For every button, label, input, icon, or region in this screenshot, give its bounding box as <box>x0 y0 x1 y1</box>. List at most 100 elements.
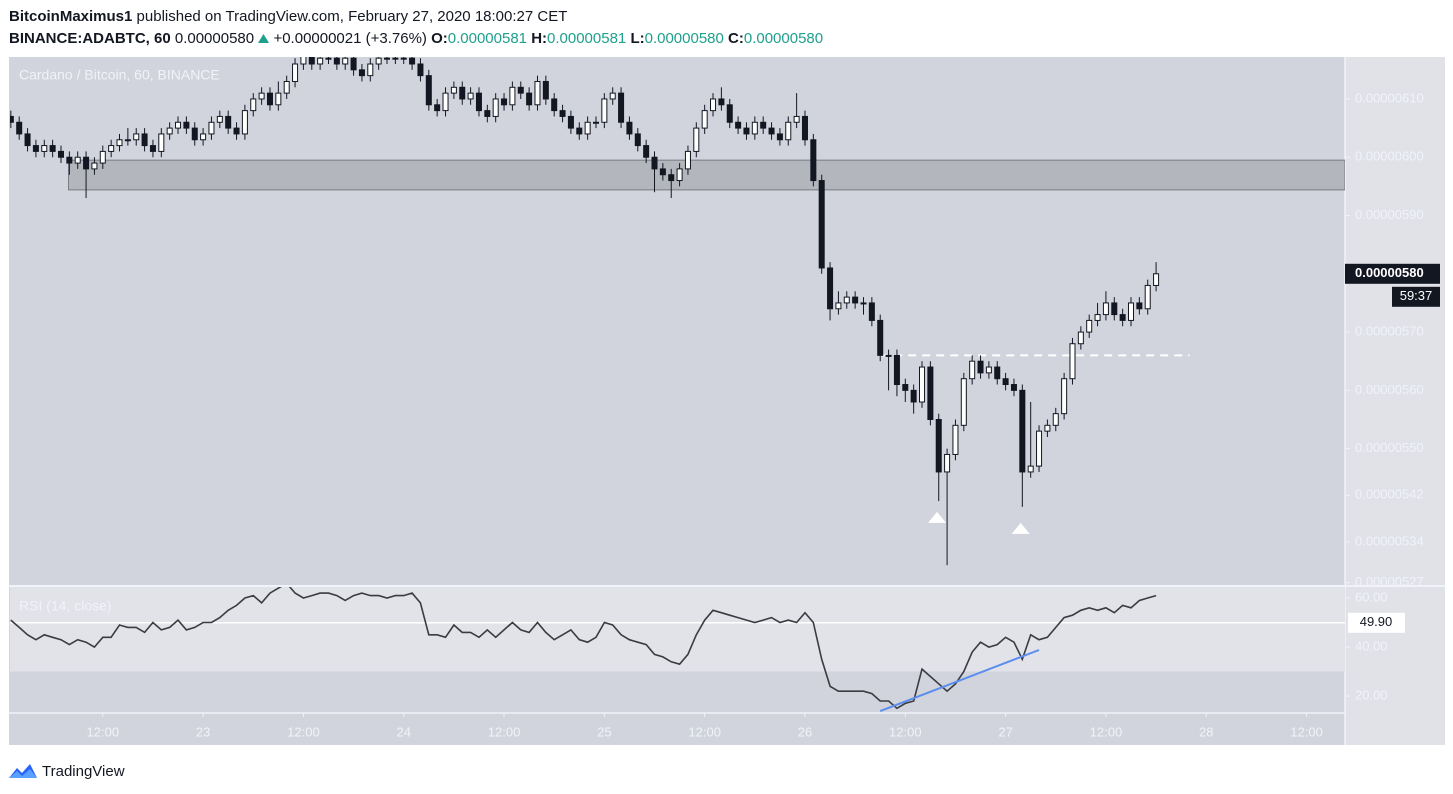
price-pane <box>9 57 1345 585</box>
l-label: L: <box>630 30 645 47</box>
candle-body <box>459 86 466 100</box>
time-axis-bg <box>9 713 1345 745</box>
x-tick-label: 12:00 <box>488 724 521 739</box>
candle-body <box>668 174 675 182</box>
candle-body <box>300 57 307 65</box>
x-tick-label: 12:00 <box>87 724 120 739</box>
candle-body <box>1086 319 1093 333</box>
candle-body <box>434 104 441 112</box>
o-label: O: <box>431 30 448 47</box>
candle-body <box>158 133 165 152</box>
candle-body <box>308 57 315 65</box>
candle-body <box>16 121 23 135</box>
candle-body <box>584 121 591 135</box>
candle-body <box>333 57 340 65</box>
candle-body <box>241 110 248 135</box>
y-tick-label: 0.00000527 <box>1355 574 1424 589</box>
candle-body <box>99 150 106 164</box>
candle-body <box>10 115 14 123</box>
candle-body <box>175 121 182 129</box>
ref-label: 49.90 <box>1360 614 1393 629</box>
marker <box>1011 522 1030 534</box>
x-tick-label: 12:00 <box>889 724 922 739</box>
candle-body <box>41 145 48 152</box>
candle-body <box>108 145 115 152</box>
published: published on TradingView.com, February 2… <box>136 8 568 25</box>
candle-body <box>735 121 742 129</box>
h: 0.00000581 <box>547 30 627 47</box>
x-tick-label: 24 <box>396 724 410 739</box>
candle-body <box>768 127 775 135</box>
candle-body <box>350 57 357 71</box>
candle-body <box>751 121 758 135</box>
chart: 0.00000610 0.00000600 0.00000590 0.00000570… <box>9 57 1445 745</box>
candle-body <box>200 133 207 141</box>
rsi-band <box>10 587 1345 672</box>
candle-body <box>216 115 223 123</box>
logo <box>9 764 37 778</box>
y-tick-label: 0.00000560 <box>1355 382 1424 397</box>
candle-body <box>693 127 700 152</box>
candle-body <box>843 296 850 304</box>
y-tick-label: 20.00 <box>1355 688 1388 703</box>
candle-body <box>910 389 917 403</box>
candle-body <box>885 354 892 357</box>
candle-body <box>977 360 984 374</box>
candle-body <box>149 145 156 152</box>
candle-body <box>124 139 131 142</box>
candle-body <box>743 127 750 135</box>
candle-body <box>492 98 499 117</box>
candle-body <box>342 57 349 65</box>
candle-body <box>526 92 533 106</box>
candle-body <box>191 127 198 141</box>
c: 0.00000580 <box>743 30 824 47</box>
candle-body <box>902 384 909 391</box>
candle-body <box>760 121 767 129</box>
candle-body <box>425 75 432 106</box>
last-price-box <box>1345 263 1440 284</box>
candle-body <box>634 133 641 147</box>
candle-body <box>1144 284 1151 310</box>
candle-body <box>83 156 90 170</box>
candle-body <box>57 150 65 158</box>
candle-body <box>534 80 541 106</box>
rsi-plot <box>10 587 1345 712</box>
l: 0.00000580 <box>644 30 724 47</box>
candle-body <box>1052 413 1059 426</box>
candle-body <box>166 127 173 135</box>
candle-body <box>475 92 482 112</box>
candle-body <box>66 156 73 164</box>
x-tick-label: 12:00 <box>1290 724 1323 739</box>
candle-body <box>384 57 391 60</box>
candle-body <box>551 98 558 112</box>
y-tick-label: 0.00000570 <box>1355 324 1424 339</box>
candle-body <box>818 180 825 269</box>
candle-body <box>1111 302 1118 316</box>
candle-body <box>183 121 190 129</box>
o: 0.00000581 <box>447 30 528 47</box>
candle-body <box>852 296 859 304</box>
candle-body <box>1069 343 1076 380</box>
candle-body <box>367 63 374 77</box>
candle-body <box>801 115 808 141</box>
candle-body <box>1027 465 1034 473</box>
candle-body <box>225 115 232 129</box>
candle-body <box>91 162 98 170</box>
candle-body <box>1019 389 1026 473</box>
axes: 0.00000610 0.00000600 0.00000590 0.00000570… <box>87 90 1440 739</box>
candle-body <box>450 86 457 94</box>
candle-body <box>275 92 282 106</box>
brand: TradingView <box>42 762 125 780</box>
candle-body <box>1044 424 1051 432</box>
y-tick-label: 0.00000550 <box>1355 440 1424 455</box>
candle-body <box>952 424 959 455</box>
candle-body <box>250 98 257 112</box>
x-tick-label: 25 <box>597 724 611 739</box>
header: BitcoinMaximus1 published on TradingView… <box>9 6 823 50</box>
candle-body <box>592 121 600 124</box>
candle-body <box>32 145 39 152</box>
candle-body <box>659 168 666 176</box>
candle-body <box>618 92 625 123</box>
candle-body <box>684 150 691 170</box>
